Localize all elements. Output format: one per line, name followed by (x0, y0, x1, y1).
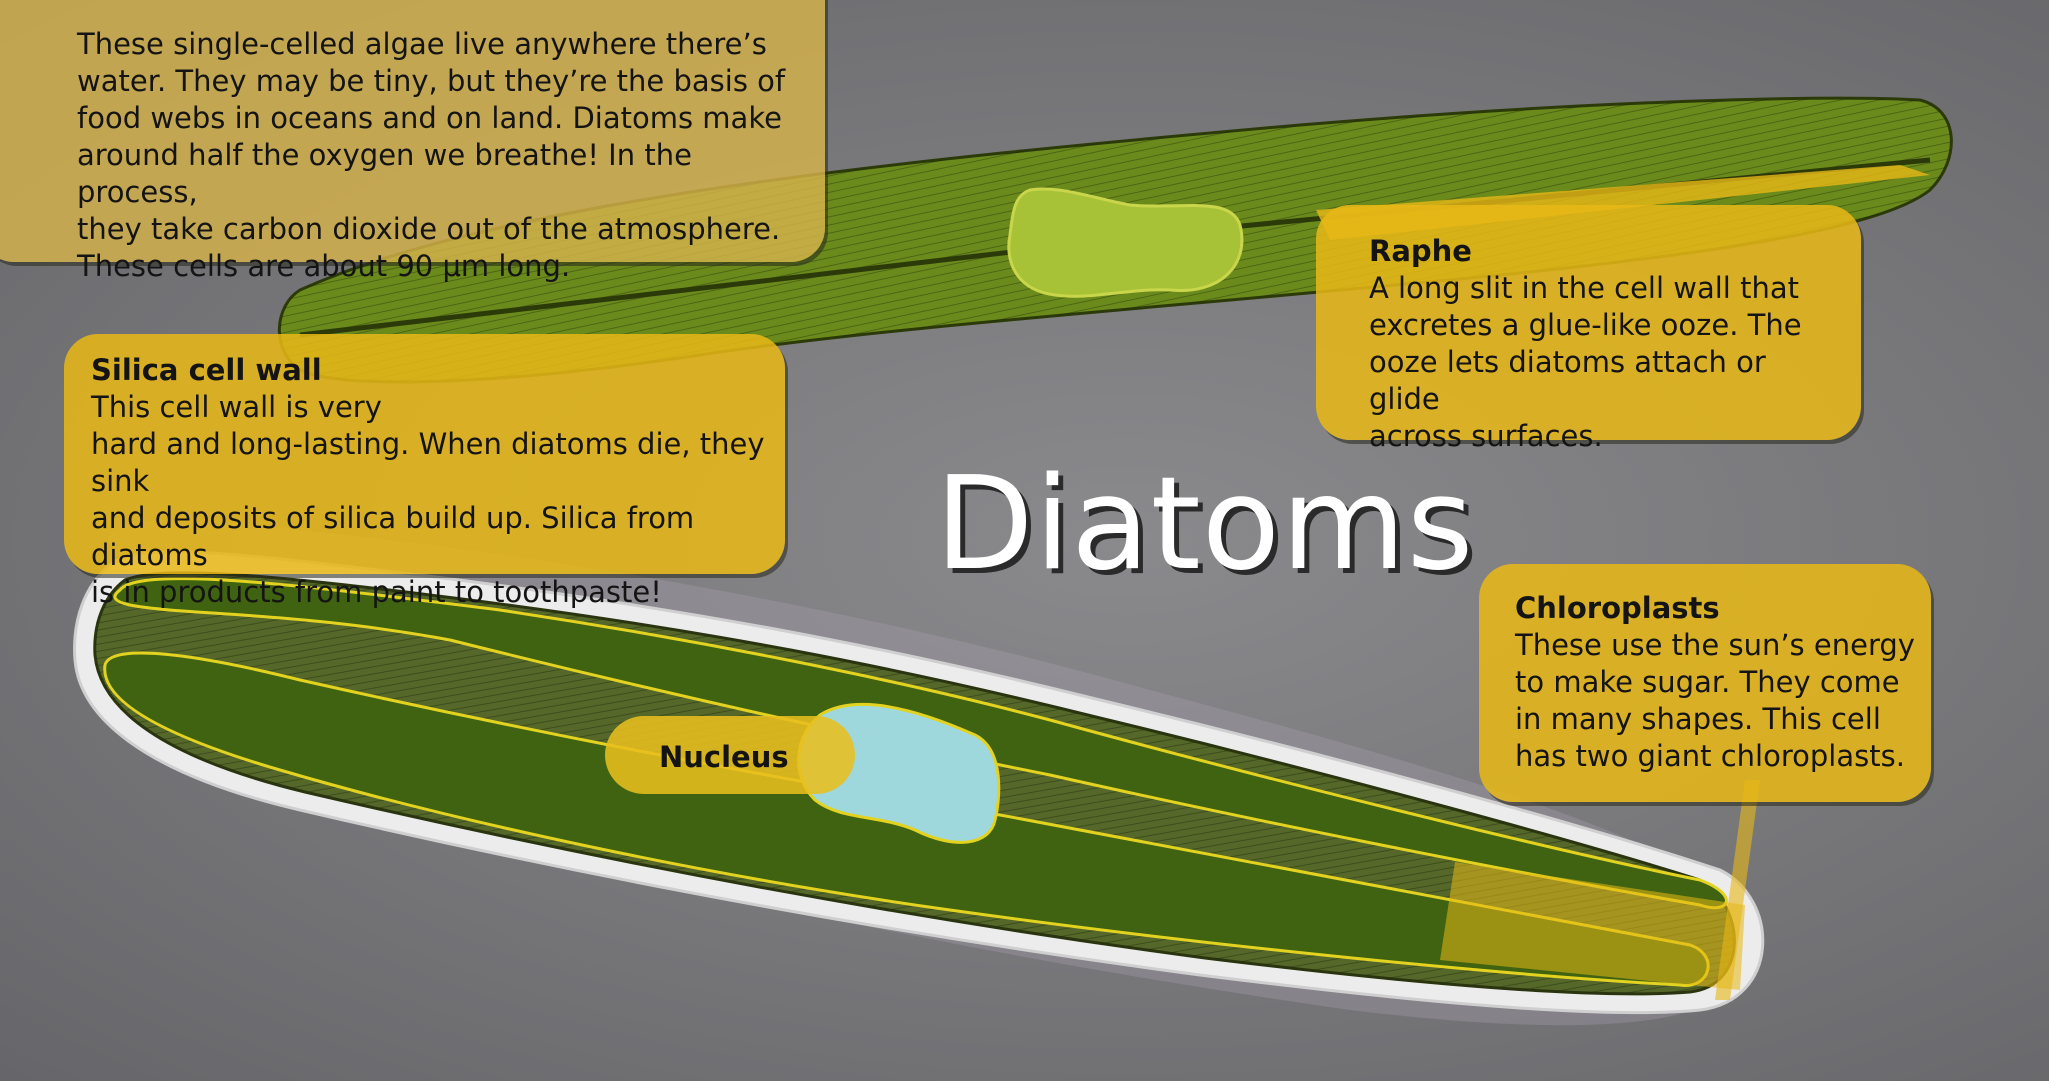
silica-line: is in products from paint to toothpaste! (91, 575, 662, 609)
raphe-line: ooze lets diatoms attach or glide (1369, 345, 1766, 416)
raphe-line: across surfaces. (1369, 419, 1603, 453)
raphe-line: excretes a glue-like ooze. The (1369, 308, 1802, 342)
chloroplasts-line: to make sugar. They come (1515, 665, 1900, 699)
chloroplasts-callout-pointer (1715, 780, 1760, 1000)
chloroplasts-line: has two giant chloroplasts. (1515, 739, 1905, 773)
silica-line: and deposits of silica build up. Silica … (91, 501, 695, 572)
intro-line: These cells are about 90 μm long. (77, 249, 571, 283)
chloroplasts-callout: Chloroplasts These use the sun’s energy … (1479, 564, 1931, 802)
upper-cell-nucleus (1007, 187, 1244, 298)
silica-cell-wall-callout: Silica cell wall This cell wall is very … (64, 334, 785, 609)
intro-line: water. They may be tiny, but they’re the… (77, 64, 786, 98)
intro-line: food webs in oceans and on land. Diatoms… (77, 101, 782, 135)
silica-line: This cell wall is very (91, 390, 382, 424)
chloroplasts-line: These use the sun’s energy (1515, 628, 1915, 662)
chloroplasts-heading: Chloroplasts (1515, 591, 1720, 625)
intro-line: they take carbon dioxide out of the atmo… (77, 212, 781, 246)
raphe-line: A long slit in the cell wall that (1369, 271, 1799, 305)
intro-line: These single-celled algae live anywhere … (77, 27, 767, 61)
silica-heading: Silica cell wall (91, 353, 322, 387)
intro-callout: These single-celled algae live anywhere … (0, 0, 825, 283)
chloroplasts-line: in many shapes. This cell (1515, 702, 1881, 736)
raphe-callout: Raphe A long slit in the cell wall that … (1316, 205, 1861, 453)
intro-line: around half the oxygen we breathe! In th… (77, 138, 692, 209)
nucleus-heading: Nucleus (659, 740, 789, 774)
silica-line: hard and long-lasting. When diatoms die,… (91, 427, 765, 498)
raphe-heading: Raphe (1369, 234, 1472, 268)
chloroplast-highlight (1440, 862, 1745, 990)
upper-diatom-cell (277, 96, 1953, 384)
page-title: Diatoms (935, 450, 1475, 599)
nucleus-callout: Nucleus (605, 716, 855, 794)
